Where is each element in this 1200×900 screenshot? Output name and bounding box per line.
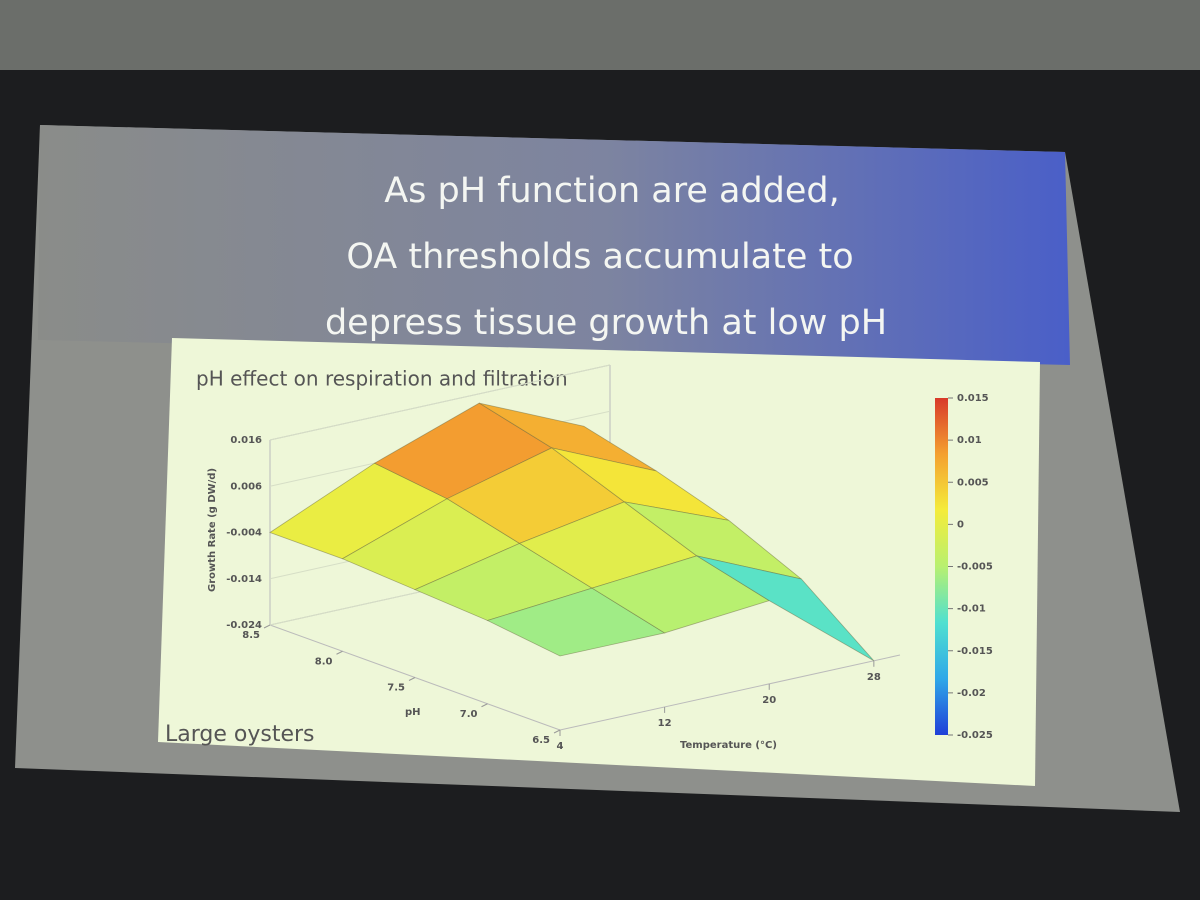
z-tick-label: -0.004 — [226, 528, 262, 539]
y-tick-label: 6.5 — [532, 735, 550, 746]
colorbar-tick-label: 0.01 — [957, 435, 982, 446]
colorbar-tick-label: -0.025 — [957, 730, 993, 741]
colorbar-tick-label: 0 — [957, 519, 964, 530]
slide-title: OA thresholds accumulate to — [346, 237, 853, 277]
tick-mark — [481, 703, 488, 708]
y-tick-label: 8.0 — [315, 656, 333, 667]
colorbar-tick-label: -0.01 — [957, 604, 986, 615]
colorbar-tick-label: -0.02 — [957, 688, 986, 699]
colorbar-tick-label: 0.015 — [957, 393, 989, 404]
x-tick-label: 4 — [557, 741, 564, 752]
tick-mark — [336, 650, 343, 655]
colorbar-tick-label: 0.005 — [957, 477, 989, 488]
z-tick-label: -0.024 — [226, 620, 262, 631]
z-tick-label: 0.016 — [230, 435, 262, 446]
tick-mark — [553, 729, 561, 734]
x-tick-label: 20 — [762, 695, 776, 706]
y-tick-label: 8.5 — [242, 630, 260, 641]
slide-title: depress tissue growth at low pH — [325, 303, 887, 343]
slide-header — [38, 125, 1070, 365]
x-axis-label: Temperature (°C) — [680, 740, 777, 751]
z-axis-label: Growth Rate (g DW/d) — [207, 468, 218, 592]
surface-cell — [696, 555, 875, 662]
ceiling — [0, 0, 1200, 70]
z-tick-label: 0.006 — [230, 481, 262, 492]
x-tick-label: 12 — [658, 718, 672, 729]
y-tick-label: 7.5 — [387, 683, 405, 694]
caption: Large oysters — [165, 722, 315, 747]
chart-title: pH effect on respiration and filtration — [196, 367, 568, 391]
grid-line — [269, 364, 611, 441]
y-tick-label: 7.0 — [460, 709, 478, 720]
colorbar-tick-label: -0.015 — [957, 646, 993, 657]
z-tick-label: -0.014 — [226, 574, 262, 585]
y-axis-label: pH — [405, 707, 421, 718]
tick-mark — [408, 677, 416, 681]
tick-mark — [263, 624, 271, 629]
axis-line — [559, 654, 901, 731]
x-tick-label: 28 — [867, 672, 881, 683]
colorbar-tick-label: -0.005 — [957, 562, 993, 573]
slide-title: As pH function are added, — [384, 171, 840, 211]
colorbar — [935, 398, 948, 735]
